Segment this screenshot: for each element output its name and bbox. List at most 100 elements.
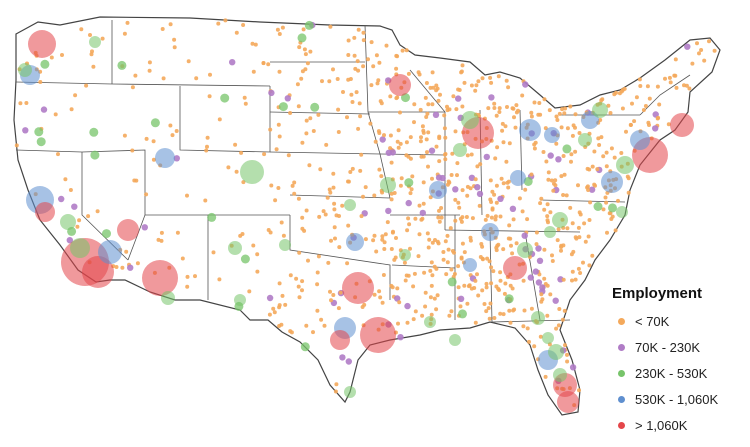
county-dot-small	[381, 273, 386, 277]
county-dot-small	[556, 227, 561, 232]
county-dot-small	[133, 73, 138, 78]
county-dot-small	[511, 308, 516, 313]
county-dot-small	[356, 27, 361, 32]
county-dot-small	[375, 81, 380, 86]
county-dot-small	[570, 269, 575, 274]
county-dot-small	[525, 326, 530, 331]
county-dot-small	[544, 159, 549, 164]
county-dot-small	[434, 83, 439, 88]
county-dot-small	[645, 84, 650, 89]
county-dot-small	[469, 152, 474, 157]
county-dot-small	[359, 152, 364, 157]
county-dot-small	[147, 60, 152, 65]
county-dot-small	[274, 147, 279, 152]
metro-circle-xxlarge	[503, 256, 527, 280]
metro-circle-large	[578, 133, 592, 147]
county-dot-small	[321, 209, 326, 214]
county-dot-small	[561, 193, 566, 197]
county-dot-small	[38, 80, 43, 84]
county-dot-small	[262, 152, 267, 157]
county-dot-small	[429, 283, 434, 288]
county-dot-small	[588, 200, 593, 205]
county-dot-small	[122, 133, 127, 138]
county-dot-small	[172, 37, 177, 42]
metro-circle-large	[531, 311, 545, 325]
county-dot-small	[302, 47, 307, 52]
county-dot-small	[168, 123, 173, 128]
county-dot-small	[279, 220, 284, 225]
county-dot-small	[462, 283, 467, 288]
legend-item: 70K - 230K	[612, 334, 742, 360]
county-dot-medium	[532, 268, 539, 275]
county-dot-small	[135, 261, 140, 266]
county-dot-small	[406, 273, 411, 278]
county-dot-small	[545, 313, 550, 318]
county-dot-small	[488, 178, 493, 183]
county-dot-small	[564, 193, 569, 198]
county-dot-small	[430, 102, 435, 107]
county-dot-small	[486, 306, 491, 311]
county-dot-small	[428, 268, 433, 273]
county-dot-small	[423, 304, 428, 309]
legend-swatch	[618, 421, 625, 429]
county-dot-small	[205, 135, 210, 140]
county-dot-medium	[394, 295, 401, 302]
metro-circle-large	[592, 102, 608, 118]
county-dot-small	[437, 208, 441, 213]
county-dot-small	[443, 157, 448, 162]
county-dot-small	[468, 238, 473, 243]
county-dot-medium	[266, 294, 274, 302]
county-dot-small	[286, 153, 291, 158]
border-ga-fl	[491, 319, 571, 323]
county-dot-small	[323, 212, 328, 217]
county-dot-small	[300, 226, 305, 231]
border-ok-tx	[289, 215, 391, 300]
county-dot-small	[301, 27, 306, 32]
county-dot-small	[442, 126, 447, 131]
county-dot-small	[217, 117, 222, 122]
county-dot-small	[353, 66, 358, 71]
county-dot-small	[712, 48, 717, 53]
county-dot-small	[261, 61, 266, 66]
county-dot-small	[541, 150, 546, 154]
county-dot-small	[304, 118, 309, 123]
county-dot-small	[507, 308, 512, 313]
county-dot-small	[369, 83, 374, 88]
county-dot-medium	[432, 111, 440, 119]
county-dot-small	[456, 87, 461, 92]
county-dot-small	[436, 215, 441, 220]
county-dot-small	[426, 102, 431, 107]
county-dot-small	[295, 82, 300, 87]
county-dot-small	[404, 153, 409, 158]
county-dot-medium	[379, 136, 386, 143]
county-dot-small	[637, 77, 642, 82]
county-dot-small	[95, 209, 100, 214]
county-dot-small	[455, 173, 459, 178]
county-dot-small	[411, 317, 416, 322]
county-dot-small	[430, 240, 435, 245]
county-dot-large	[117, 60, 127, 70]
legend-title: Employment	[612, 285, 703, 302]
county-dot-small	[673, 73, 678, 78]
county-dot-small	[667, 75, 672, 80]
county-dot-small	[469, 286, 474, 291]
county-dot-small	[88, 33, 92, 37]
county-dot-small	[453, 129, 458, 134]
county-dot-small	[547, 108, 552, 113]
county-dot-small	[576, 266, 581, 271]
county-dot-small	[426, 245, 431, 250]
county-dot-small	[308, 49, 313, 54]
county-dot-small	[325, 195, 330, 200]
county-dot-small	[494, 200, 499, 205]
county-dot-small	[638, 84, 643, 88]
county-dot-small	[517, 196, 522, 201]
county-dot-small	[304, 208, 309, 213]
county-dot-small	[490, 206, 495, 211]
county-dot-small	[420, 216, 425, 221]
county-dot-small	[352, 53, 357, 58]
county-dot-small	[379, 174, 384, 179]
county-dot-small	[395, 286, 400, 291]
county-dot-small	[405, 320, 410, 325]
metro-circle-large	[240, 160, 264, 184]
county-dot-small	[590, 253, 595, 258]
